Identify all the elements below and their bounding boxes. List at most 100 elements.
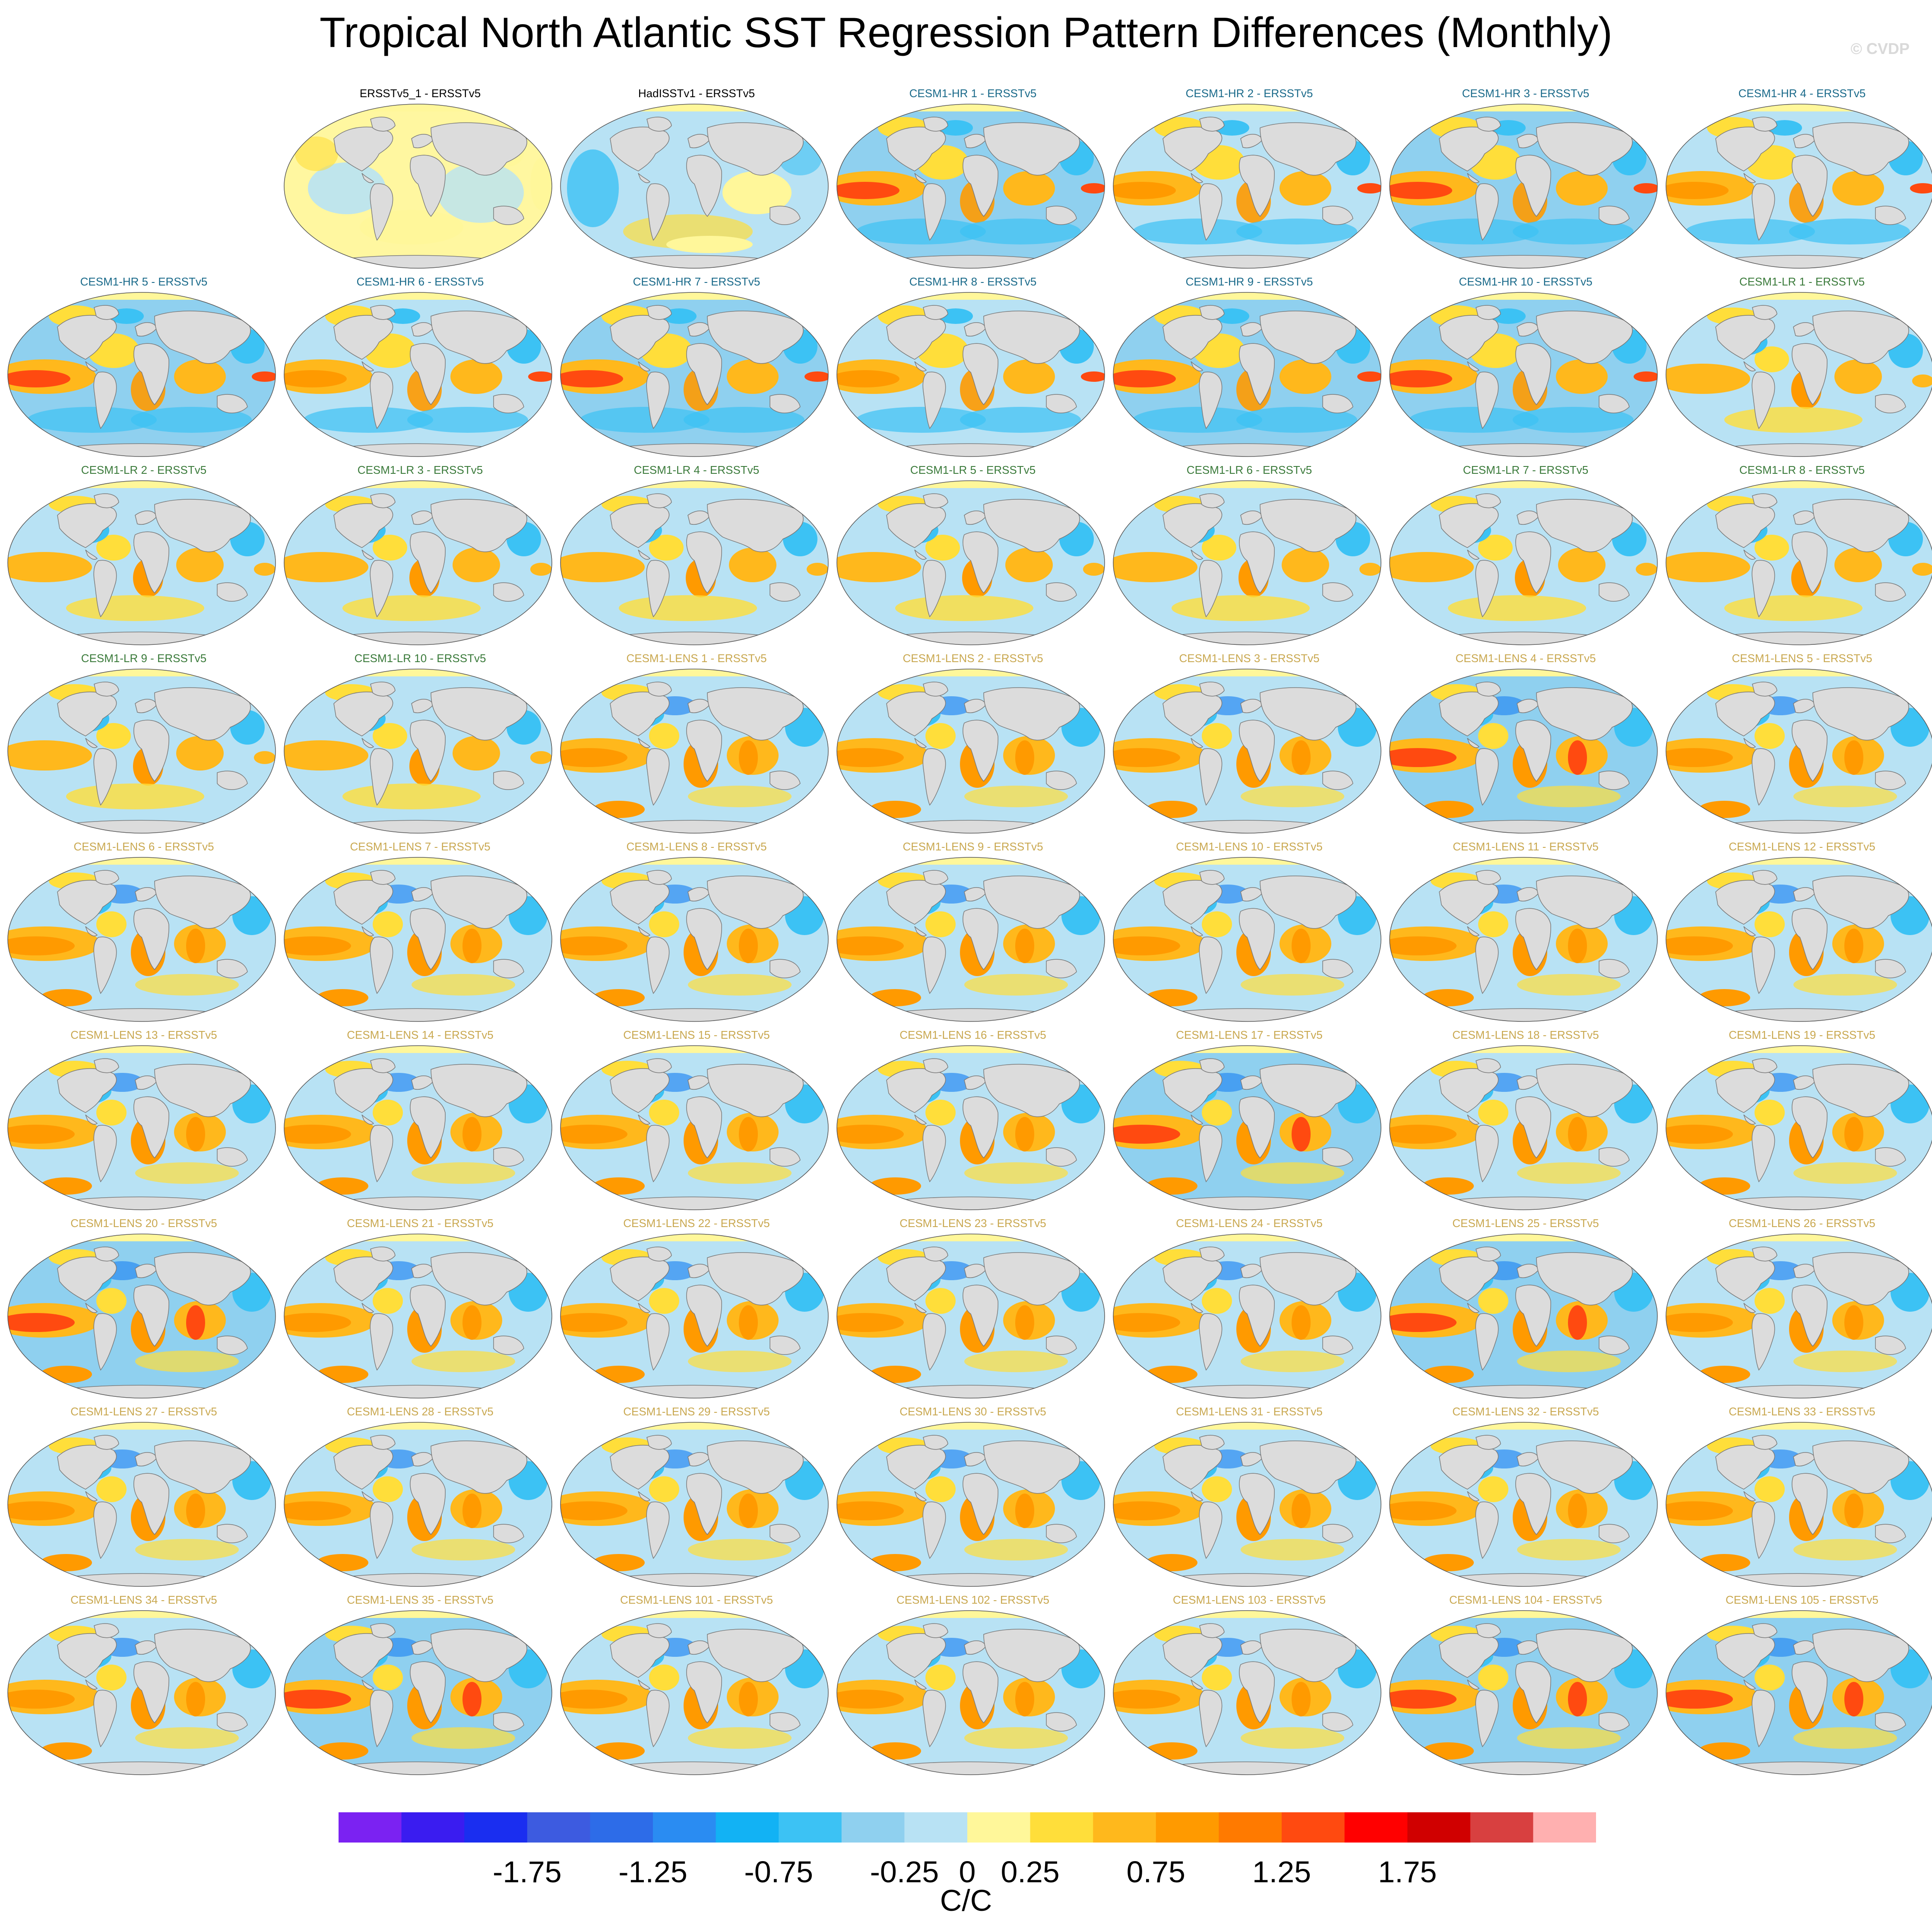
- map-panel: CESM1-LENS 15 - ERSSTv5: [558, 1028, 835, 1216]
- land-mass: [886, 1256, 946, 1301]
- map-border: [1389, 292, 1658, 457]
- land-mass: [1752, 493, 1777, 508]
- sst-map: [1666, 669, 1932, 834]
- land-mass: [610, 691, 670, 736]
- map-border: [836, 669, 1105, 834]
- land-mass: [1199, 1058, 1225, 1073]
- sst-map: [836, 1045, 1105, 1210]
- land-mass: [1875, 1712, 1906, 1732]
- land-mass: [410, 1473, 446, 1535]
- land-mass: [154, 1629, 251, 1682]
- panel-title: CESM1-LENS 9 - ERSSTv5: [903, 840, 1043, 853]
- land-mass: [1812, 875, 1909, 929]
- panel-title: CESM1-LENS 103 - ERSSTv5: [1172, 1593, 1326, 1606]
- map-border: [7, 857, 276, 1022]
- land-mass: [1467, 549, 1480, 560]
- land-mass: [57, 1445, 117, 1490]
- land-mass: [886, 1068, 946, 1113]
- map-panel: CESM1-HR 8 - ERSSTv5: [835, 275, 1111, 463]
- land-mass: [1515, 1096, 1551, 1159]
- land-mass: [217, 1712, 248, 1732]
- land-mass: [1191, 173, 1204, 183]
- land-mass: [1599, 1335, 1630, 1355]
- panel-title: CESM1-HR 10 - ERSSTv5: [1459, 275, 1593, 288]
- watermark: © CVDP: [1850, 40, 1910, 57]
- land-mass: [1476, 1246, 1501, 1262]
- map-border: [1113, 292, 1381, 457]
- land-mass: [217, 1524, 248, 1543]
- land-mass: [1476, 493, 1501, 508]
- land-mass: [154, 875, 251, 929]
- colorbar-swatch: [1156, 1812, 1219, 1843]
- map-panel: CESM1-LENS 11 - ERSSTv5: [1387, 840, 1664, 1028]
- sst-map: [1113, 669, 1381, 834]
- land-mass: [94, 1246, 119, 1262]
- land-mass: [1751, 1313, 1775, 1371]
- map-border: [836, 480, 1105, 645]
- land-mass: [1715, 315, 1775, 360]
- sst-map: [7, 857, 276, 1022]
- land-mass: [914, 1303, 927, 1313]
- land-mass: [1715, 880, 1775, 925]
- colorbar-swatch: [401, 1812, 465, 1843]
- land-mass: [154, 687, 251, 741]
- map-panel: CESM1-LR 6 - ERSSTv5: [1111, 463, 1387, 651]
- land-mass: [85, 361, 98, 371]
- map-border: [1113, 669, 1381, 834]
- sst-map: [1666, 1045, 1932, 1210]
- land-mass: [57, 1256, 117, 1301]
- land-mass: [1199, 1435, 1225, 1450]
- land-mass: [1439, 1633, 1499, 1678]
- land-mass: [1515, 1473, 1551, 1535]
- land-mass: [646, 1501, 670, 1559]
- map-panel: CESM1-HR 9 - ERSSTv5: [1111, 275, 1387, 463]
- land-mass: [370, 1435, 396, 1450]
- map-panel: CESM1-HR 2 - ERSSTv5: [1111, 86, 1387, 275]
- land-mass: [923, 305, 948, 320]
- land-mass: [983, 1440, 1080, 1494]
- land-mass: [1743, 926, 1756, 936]
- sst-map: [1666, 1422, 1932, 1587]
- sst-map: [284, 292, 552, 457]
- land-mass: [1191, 926, 1204, 936]
- land-mass: [1199, 1623, 1225, 1638]
- land-mass: [361, 173, 374, 183]
- land-mass: [1812, 499, 1909, 552]
- land-mass: [410, 531, 446, 594]
- land-mass: [361, 1114, 374, 1125]
- panel-title: CESM1-LENS 101 - ERSSTv5: [620, 1593, 773, 1606]
- land-mass: [1792, 1285, 1827, 1347]
- land-mass: [1162, 1256, 1223, 1301]
- panel-title: CESM1-LENS 2 - ERSSTv5: [903, 652, 1043, 665]
- map-panel: ERSSTv5_1 - ERSSTv5: [282, 86, 558, 275]
- land-mass: [886, 315, 946, 360]
- map-panel: CESM1-LR 4 - ERSSTv5: [558, 463, 835, 651]
- land-mass: [1260, 1252, 1356, 1306]
- map-panel: CESM1-HR 1 - ERSSTv5: [835, 86, 1111, 275]
- land-mass: [1743, 1491, 1756, 1501]
- land-mass: [646, 305, 672, 320]
- panel-title: CESM1-LENS 7 - ERSSTv5: [350, 840, 491, 853]
- map-border: [7, 480, 276, 645]
- sst-map: [836, 1234, 1105, 1399]
- land-mass: [1322, 1524, 1353, 1543]
- land-mass: [646, 1125, 670, 1183]
- panel-title: CESM1-LENS 25 - ERSSTv5: [1452, 1217, 1599, 1230]
- map-border: [284, 104, 552, 269]
- sst-map: [1113, 1234, 1381, 1399]
- land-mass: [370, 1501, 393, 1559]
- land-mass: [963, 1473, 998, 1535]
- sst-map: [560, 669, 829, 834]
- land-mass: [686, 1096, 722, 1159]
- land-mass: [1467, 1679, 1480, 1690]
- map-border: [1666, 480, 1932, 645]
- land-mass: [1467, 738, 1480, 748]
- map-border: [1666, 1610, 1932, 1775]
- sst-map: [560, 1045, 829, 1210]
- land-mass: [1239, 1661, 1275, 1724]
- sst-map: [836, 1422, 1105, 1587]
- land-mass: [1046, 1712, 1077, 1732]
- land-mass: [1536, 499, 1633, 552]
- map-panel: CESM1-LENS 34 - ERSSTv5: [6, 1593, 282, 1781]
- panel-title: CESM1-LENS 21 - ERSSTv5: [347, 1217, 494, 1230]
